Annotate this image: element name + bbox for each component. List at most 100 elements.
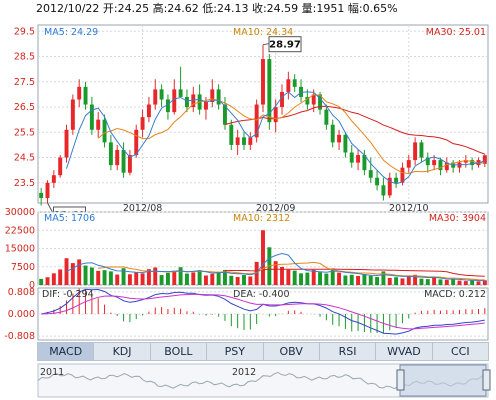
candle-body: [419, 142, 424, 158]
volume-bar: [134, 272, 139, 285]
candle-body: [178, 89, 183, 97]
candle-body: [343, 134, 348, 153]
volume-legend-ma5: MA5: 1706: [44, 213, 95, 224]
candle-body: [102, 119, 107, 143]
volume-bar: [121, 268, 126, 285]
volume-bar: [89, 267, 94, 285]
macd-legend-macd: MACD: 0.212: [424, 289, 486, 300]
volume-legend-ma10: MA10: 2312: [233, 213, 290, 224]
volume-bar: [280, 266, 284, 285]
candle-body: [127, 155, 132, 173]
volume-bar: [406, 276, 411, 285]
candle-body: [432, 160, 437, 166]
volume-bar: [476, 281, 481, 285]
candle-body: [165, 99, 170, 113]
volume-bar: [70, 263, 75, 285]
candle-body: [400, 167, 405, 183]
volume-bar: [39, 278, 44, 285]
candle-body: [172, 89, 177, 113]
volume-bar: [197, 270, 202, 285]
volume-bar: [83, 265, 88, 285]
volume-bar: [343, 275, 348, 285]
price-legend-ma5: MA5: 24.29: [44, 27, 98, 38]
volume-bar: [223, 269, 227, 285]
date-tick-label: 2012/10: [389, 203, 428, 214]
date-tick-label: 2012/09: [256, 203, 295, 214]
volume-bar: [324, 273, 329, 285]
volume-bar: [356, 275, 361, 285]
candle-body: [280, 91, 284, 108]
candle-body: [444, 162, 449, 171]
candle-body: [406, 160, 411, 168]
macd-legend-dif: DIF: -0.294: [42, 289, 94, 300]
tab-boll[interactable]: BOLL: [151, 343, 208, 360]
volume-bar: [159, 275, 164, 285]
candle-body: [356, 155, 361, 163]
volume-bar: [146, 269, 151, 285]
tab-rsi[interactable]: RSI: [320, 343, 377, 360]
candle-body: [210, 89, 215, 103]
volume-bar: [337, 272, 342, 285]
candle-body: [146, 104, 151, 118]
volume-bar: [216, 271, 221, 285]
candle-body: [203, 102, 208, 110]
volume-bar: [394, 277, 399, 285]
indicator-tabbar: MACD KDJ BOLL PSY OBV RSI WVAD CCI: [37, 342, 489, 361]
candle-body: [261, 59, 265, 105]
annotation-leader: [262, 43, 270, 46]
tab-kdj[interactable]: KDJ: [94, 343, 151, 360]
overview-selection-window[interactable]: [399, 364, 487, 397]
volume-bar: [191, 272, 196, 285]
candle-body: [153, 89, 158, 105]
volume-legend-ma30: MA30: 3904: [429, 213, 486, 224]
volume-bar: [229, 275, 234, 285]
volume-bar: [305, 272, 310, 285]
volume-bar: [115, 274, 120, 285]
candle-body: [286, 79, 291, 92]
candle-body: [83, 86, 88, 105]
volume-bar: [292, 270, 297, 285]
volume-ma5-line: [66, 252, 485, 282]
volume-bar: [210, 273, 215, 285]
price-tick-label: 26.5: [14, 102, 35, 113]
overview-left-handle[interactable]: [396, 369, 405, 391]
volume-bar: [432, 277, 437, 285]
candle-body: [368, 170, 373, 178]
price-tick-label: 25.5: [14, 127, 35, 138]
volume-bar: [153, 267, 158, 285]
volume-bar: [286, 269, 291, 285]
volume-tick-label: 0: [29, 280, 35, 291]
tab-cci[interactable]: CCI: [451, 345, 470, 358]
price-tick-label: 24.5: [14, 153, 35, 164]
candle-body: [184, 96, 189, 108]
volume-bar: [203, 275, 208, 285]
volume-tick-label: 30000: [5, 207, 35, 218]
overview-label-2011: 2011: [40, 367, 64, 378]
annotation-value: 28.97: [269, 40, 301, 51]
tab-psy[interactable]: PSY: [207, 343, 264, 360]
volume-tick-label: 22500: [5, 225, 35, 236]
tab-obv[interactable]: OBV: [264, 343, 320, 360]
candle-body: [470, 160, 475, 166]
volume-bar: [178, 267, 183, 285]
volume-tick-label: 15000: [5, 244, 35, 255]
tab-macd[interactable]: MACD: [38, 343, 95, 360]
volume-bar: [248, 276, 253, 285]
volume-bar: [77, 259, 82, 285]
candle-body: [305, 96, 310, 105]
candle-body: [45, 182, 50, 198]
candle-body: [273, 107, 278, 123]
price-ma30-line: [224, 105, 485, 155]
volume-bar: [330, 268, 335, 285]
candle-body: [134, 129, 139, 156]
candle-body: [96, 119, 101, 130]
overview-right-handle[interactable]: [482, 369, 491, 391]
tab-wvad[interactable]: WVAD: [376, 343, 433, 360]
volume-bar: [470, 280, 475, 285]
header-quote: 2012/10/22 开:24.25 高:24.62 低:24.13 收:24.…: [36, 1, 398, 15]
volume-bar: [261, 230, 265, 285]
candle-body: [70, 99, 75, 130]
volume-bar: [51, 273, 56, 285]
volume-bar: [165, 272, 170, 285]
